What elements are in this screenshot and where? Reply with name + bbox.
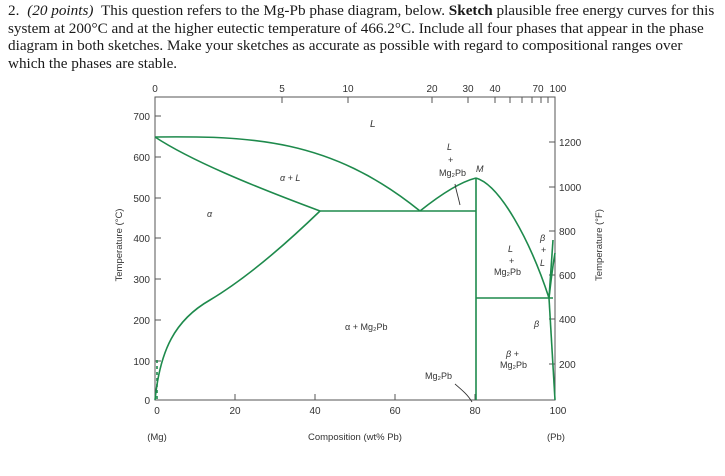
label-alpha-plus-Mg2Pb: α + Mg₂Pb [345,322,387,332]
left-end-label: (Mg) [147,432,167,443]
right-tick-600: 600 [559,271,576,282]
bottom-tick-0: 0 [154,406,160,417]
label-Mg2Pb-3: Mg₂Pb [500,360,527,370]
label-alpha: α [207,209,213,219]
label-M: M [476,164,484,174]
beta-boundary [548,297,556,401]
label-alpha-plus-L: α + L [280,173,300,183]
label-Mg2Pb-bottom: Mg₂Pb [425,371,452,381]
solidus-left [154,136,321,212]
label-Mg2Pb-2: Mg₂Pb [494,267,521,277]
label-plus-3: + [541,245,546,255]
left-axis-label: Temperature (°C) [114,209,125,282]
right-tick-400: 400 [559,315,576,326]
bottom-tick-40: 40 [309,406,321,417]
label-beta-plus: β + [505,349,519,359]
bottom-tick-100: 100 [550,406,567,417]
pb-liquidus [548,252,556,299]
right-tick-1200: 1200 [559,138,582,149]
right-end-label: (Pb) [547,432,565,443]
right-axis-ticks [549,141,555,365]
label-L-mid: L [447,142,452,152]
bottom-axis-ticks [234,394,476,400]
bottom-tick-80: 80 [469,406,481,417]
left-tick-700: 700 [133,112,150,123]
top-tick-40: 40 [489,84,501,95]
liquidus-right [475,177,550,299]
right-tick-200: 200 [559,360,576,371]
question-number: 2. [8,2,20,19]
question-part1: This question refers to the Mg-Pb phase … [100,2,445,19]
right-axis-label: Temperature (°F) [594,209,605,281]
bottom-tick-20: 20 [229,406,241,417]
label-L-top: L [370,119,376,130]
liquidus-mid [419,177,477,212]
top-tick-70: 70 [532,84,544,95]
label-right-L: L [508,244,513,254]
plot-frame [154,96,556,401]
right-tick-800: 800 [559,227,576,238]
top-tick-100: 100 [550,84,567,95]
left-tick-600: 600 [133,153,150,164]
question-text: 2. (20 points) This question refers to t… [8,2,720,72]
top-tick-30: 30 [462,84,474,95]
label-Mg2Pb-1: Mg₂Pb [439,168,466,178]
liquidus-left [154,136,421,212]
top-tick-5: 5 [279,84,285,95]
right-tick-1000: 1000 [559,183,582,194]
left-tick-300: 300 [133,275,150,286]
bottom-tick-60: 60 [389,406,401,417]
label-beta: β [539,233,545,243]
top-tick-20: 20 [426,84,438,95]
question-bold-word: Sketch [448,2,493,19]
left-tick-500: 500 [133,194,150,205]
left-tick-100: 100 [133,357,150,368]
top-tick-0: 0 [152,84,158,95]
top-tick-10: 10 [342,84,354,95]
phase-boundaries [154,136,556,401]
top-axis-ticks [154,97,556,103]
left-tick-400: 400 [133,234,150,245]
question-part2: plausible free energy curves for this sy… [8,2,715,72]
x-axis-label: Composition (wt% Pb) [308,432,402,443]
pointer-arrows [454,183,473,403]
question-points: (20 points) [27,2,94,19]
left-axis-ticks [155,115,161,362]
solvus-alpha [154,210,321,401]
label-beta-small: β [533,319,539,329]
left-tick-200: 200 [133,316,150,327]
label-plus-2: + [509,256,514,266]
label-plus-1: + [448,155,453,165]
label-L-right: L [540,258,545,268]
left-tick-0: 0 [144,396,150,407]
